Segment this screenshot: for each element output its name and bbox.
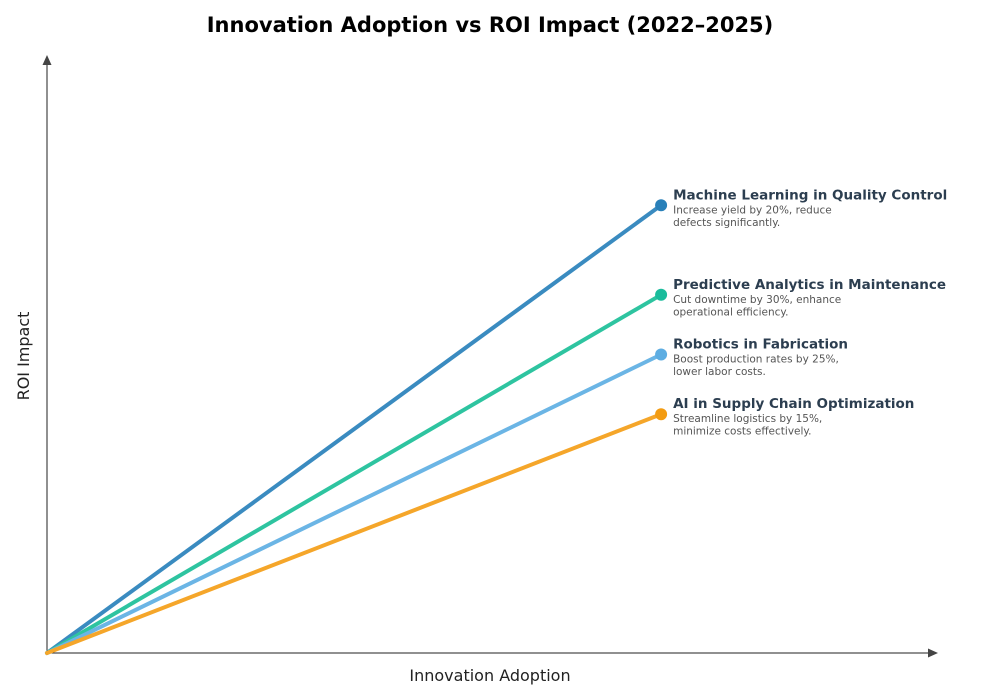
series-label: Predictive Analytics in Maintenance — [673, 277, 946, 293]
series-description: operational efficiency. — [673, 306, 788, 318]
series-label: Machine Learning in Quality Control — [673, 187, 947, 203]
series-line — [45, 292, 664, 655]
series-description: Streamline logistics by 15%, — [673, 413, 822, 425]
data-point — [655, 348, 668, 361]
series-description: Increase yield by 20%, reduce — [673, 204, 832, 216]
y-axis-arrow-icon — [42, 55, 52, 65]
series-description: defects significantly. — [673, 217, 780, 229]
series-description: Cut downtime by 30%, enhance — [673, 294, 841, 306]
series-line — [45, 412, 664, 655]
chart-title: Innovation Adoption vs ROI Impact (2022–… — [207, 13, 774, 37]
series-label: Robotics in Fabrication — [673, 337, 848, 353]
data-point — [655, 199, 668, 212]
data-point — [655, 288, 668, 301]
x-axis-arrow-icon — [928, 648, 938, 658]
series-label: AI in Supply Chain Optimization — [673, 396, 914, 412]
series-description: minimize costs effectively. — [673, 426, 811, 438]
y-axis-label: ROI Impact — [14, 312, 33, 401]
series-line — [45, 203, 664, 655]
data-point — [655, 408, 668, 421]
series-description: lower labor costs. — [673, 366, 766, 378]
series-line — [45, 352, 664, 655]
series-description: Boost production rates by 25%, — [673, 354, 839, 366]
x-axis-label: Innovation Adoption — [409, 666, 570, 685]
